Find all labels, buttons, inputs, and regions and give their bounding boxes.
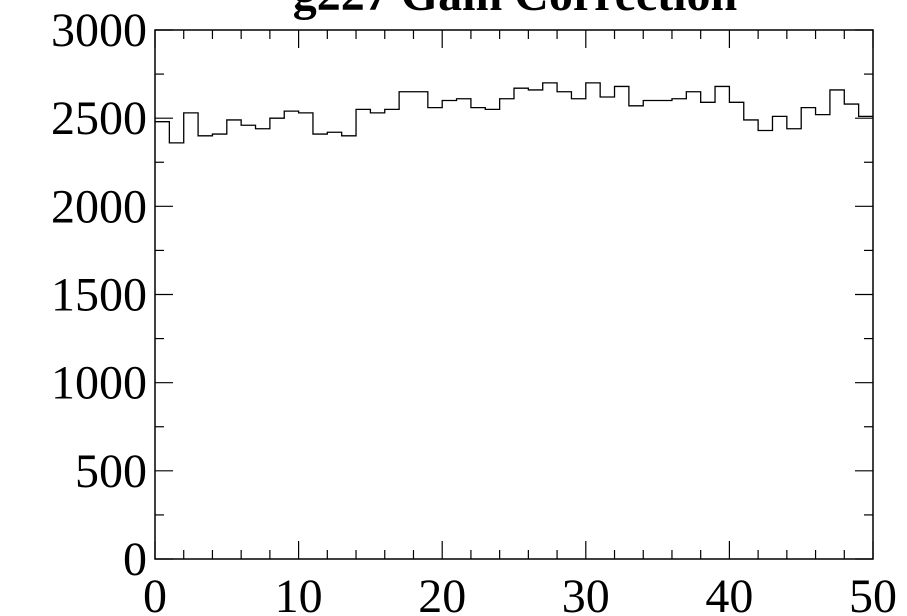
histogram-bin xyxy=(729,102,743,559)
x-tick-label: 0 xyxy=(143,570,167,616)
histogram-bin xyxy=(241,125,255,559)
histogram-bin xyxy=(356,109,370,559)
histogram-bin xyxy=(198,136,212,559)
histogram-bin xyxy=(399,92,413,559)
histogram-bin xyxy=(816,115,830,559)
y-tick-label: 3000 xyxy=(51,4,147,57)
histogram-bin xyxy=(686,92,700,559)
histogram-bin xyxy=(313,134,327,559)
y-axis: 0 500 1000 1500 2000 2500 3000 xyxy=(51,4,873,586)
histogram-bin xyxy=(787,129,801,559)
histogram-bin xyxy=(457,99,471,559)
histogram-bin xyxy=(212,134,226,559)
histogram-bins xyxy=(155,83,873,559)
x-tick-label: 20 xyxy=(418,570,466,616)
histogram-bin xyxy=(557,92,571,559)
histogram-bin xyxy=(485,109,499,559)
histogram-bin xyxy=(772,116,786,559)
histogram-bin xyxy=(844,104,858,559)
histogram-bin xyxy=(169,143,183,559)
histogram-bin xyxy=(299,113,313,559)
x-tick-label: 40 xyxy=(705,570,753,616)
histogram-bin xyxy=(543,83,557,559)
histogram-bin xyxy=(571,99,585,559)
histogram-bin xyxy=(586,83,600,559)
histogram-bin xyxy=(801,108,815,559)
y-tick-label: 2000 xyxy=(51,180,147,233)
histogram-bin xyxy=(413,92,427,559)
histogram-bin xyxy=(155,122,169,559)
histogram-bin xyxy=(442,101,456,559)
histogram-bin xyxy=(500,99,514,559)
histogram-bin xyxy=(658,101,672,559)
histogram-bin xyxy=(758,131,772,559)
histogram-bin xyxy=(327,132,341,559)
histogram-bin xyxy=(615,86,629,559)
histogram-bin xyxy=(701,102,715,559)
histogram-series-line xyxy=(155,82,873,144)
y-tick-label: 1000 xyxy=(51,357,147,410)
histogram-bin xyxy=(370,113,384,559)
histogram-bin xyxy=(830,90,844,559)
histogram-bin xyxy=(342,136,356,559)
histogram-bin xyxy=(600,97,614,559)
histogram-bin xyxy=(184,113,198,559)
histogram-bin xyxy=(744,120,758,559)
histogram-bin xyxy=(715,86,729,559)
y-tick-label: 500 xyxy=(75,445,147,498)
histogram-bin xyxy=(514,88,528,559)
histogram-bin xyxy=(643,101,657,559)
x-axis: 0 10 20 30 40 50 xyxy=(143,30,897,616)
histogram-bin xyxy=(859,116,873,559)
histogram-bin xyxy=(256,129,270,559)
histogram-bin xyxy=(428,108,442,559)
histogram-bin xyxy=(471,108,485,559)
histogram-bin xyxy=(385,109,399,559)
x-tick-label: 30 xyxy=(562,570,610,616)
histogram-bin xyxy=(270,118,284,559)
x-tick-label: 50 xyxy=(849,570,897,616)
histogram-bin xyxy=(528,90,542,559)
y-tick-label: 0 xyxy=(123,533,147,586)
y-tick-label: 1500 xyxy=(51,269,147,322)
histogram-bin xyxy=(629,106,643,559)
histogram-bin xyxy=(284,111,298,559)
histogram-bin xyxy=(672,99,686,559)
y-tick-label: 2500 xyxy=(51,92,147,145)
histogram-bin xyxy=(227,120,241,559)
x-tick-label: 10 xyxy=(275,570,323,616)
chart-title: g227 Gain Correction xyxy=(293,0,737,21)
